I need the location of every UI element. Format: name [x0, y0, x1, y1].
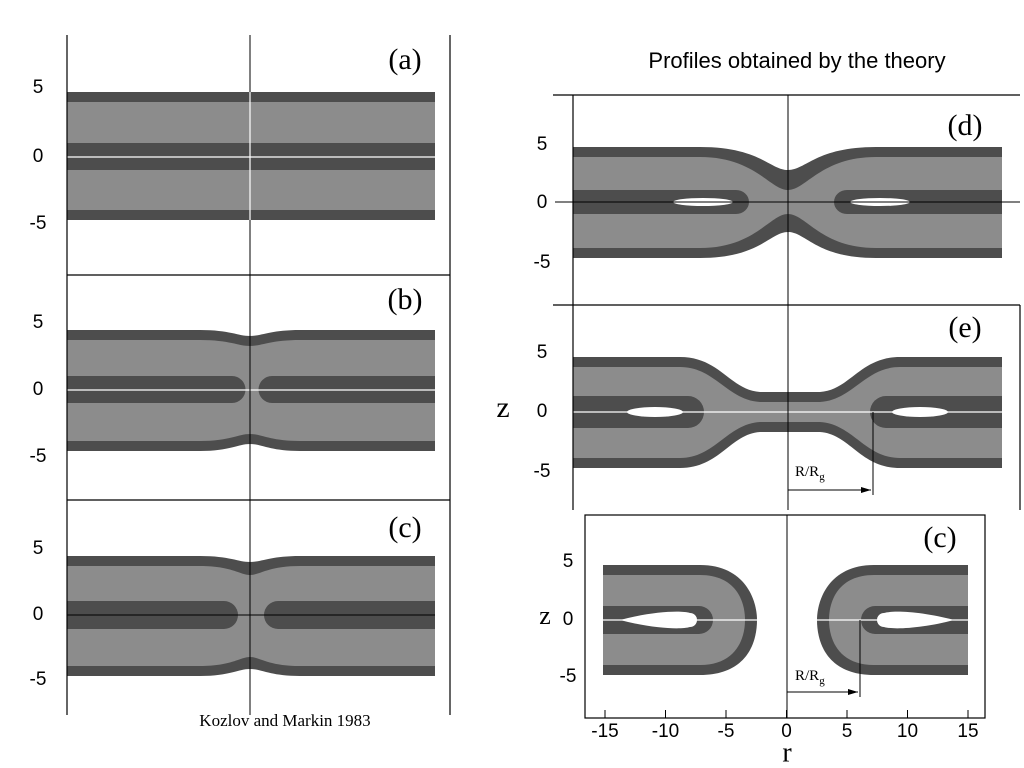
x-tick-label: 10 [897, 721, 918, 742]
z-label: z [539, 601, 551, 630]
radius-label: R/Rg [795, 668, 825, 687]
panel-d: (d) 5 0 -5 [534, 94, 1020, 306]
y-tick-label: -5 [30, 446, 47, 467]
y-tick-label: -5 [560, 666, 577, 687]
panel-b: (b) 5 0 -5 [30, 275, 451, 501]
panel-label: (c) [388, 511, 421, 544]
panel-a: (a) 5 0 -5 [30, 35, 451, 276]
y-tick-label: 0 [33, 604, 44, 625]
panel-label: (d) [948, 109, 983, 142]
caption: Kozlov and Markin 1983 [199, 711, 370, 730]
y-tick-label: -5 [30, 213, 47, 234]
x-label: r [782, 737, 792, 768]
y-tick-label: 0 [563, 609, 574, 630]
y-tick-label: 0 [537, 192, 548, 213]
panel-label: (e) [948, 311, 981, 344]
x-tick-label: -10 [652, 721, 679, 742]
x-tick-label: 0 [781, 721, 792, 742]
panel-label: (c) [923, 521, 956, 554]
panel-label: (a) [388, 43, 421, 76]
panel-c-right: R/Rg (c) z 5 0 -5 -15 -10 -5 0 5 10 15 r [539, 514, 986, 768]
x-tick-label: 5 [842, 721, 853, 742]
y-tick-label: -5 [534, 252, 551, 273]
panel-c-left: (c) 5 0 -5 [30, 500, 451, 715]
radius-text: R/R [795, 668, 819, 684]
title: Profiles obtained by the theory [648, 48, 945, 73]
radius-sub: g [819, 675, 825, 687]
y-tick-label: 5 [563, 551, 574, 572]
y-tick-label: 5 [537, 342, 548, 363]
x-tick-label: -15 [591, 721, 618, 742]
x-ticks: -15 -10 -5 0 5 10 15 [591, 710, 979, 742]
radius-sub: g [819, 471, 825, 483]
y-tick-label: -5 [534, 461, 551, 482]
y-tick-label: -5 [30, 669, 47, 690]
x-tick-label: -5 [718, 721, 735, 742]
y-tick-label: 0 [33, 146, 44, 167]
y-tick-label: 5 [33, 538, 44, 559]
z-label: z [496, 391, 509, 424]
panel-label: (b) [388, 283, 423, 316]
y-tick-label: 5 [537, 134, 548, 155]
y-tick-label: 5 [33, 312, 44, 333]
radius-label: R/Rg [795, 464, 825, 483]
y-tick-label: 0 [33, 379, 44, 400]
y-tick-label: 0 [537, 401, 548, 422]
radius-text: R/R [795, 464, 819, 480]
panel-e: R/Rg (e) z 5 0 -5 [496, 305, 1021, 510]
y-tick-label: 5 [33, 77, 44, 98]
x-tick-label: 15 [957, 721, 978, 742]
